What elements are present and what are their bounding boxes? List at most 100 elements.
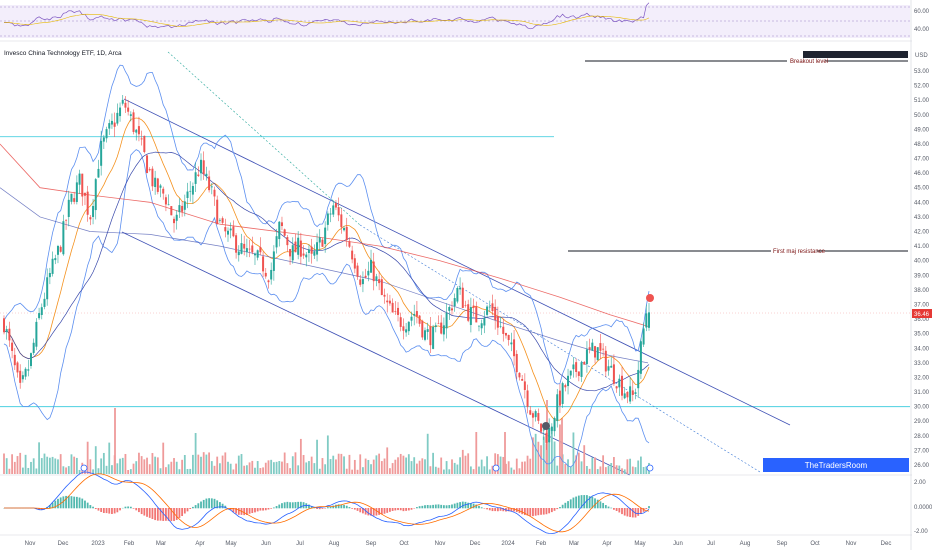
volume-bar [521, 461, 524, 474]
volume-bar [186, 469, 189, 474]
candle [607, 359, 610, 376]
volume-bar [448, 469, 451, 474]
candle [486, 304, 489, 318]
volume-bar [151, 453, 154, 474]
candle [556, 389, 559, 428]
svg-text:36.46: 36.46 [914, 312, 930, 318]
macd-histogram-bar [140, 508, 143, 515]
volume-bar [496, 454, 499, 474]
volume-bar [286, 463, 289, 474]
macd-histogram-bar [316, 508, 318, 509]
macd-histogram-bar [38, 508, 40, 510]
macd-histogram-bar [89, 505, 92, 509]
price-tick-label: 35.00 [914, 332, 930, 338]
macd-histogram-bar [502, 508, 505, 512]
volume-bar [326, 435, 329, 474]
bollinger-lower-line [3, 149, 650, 468]
price-tick-label: 34.00 [914, 346, 930, 352]
candle [475, 301, 478, 323]
candle [491, 294, 494, 316]
rsi-ma-line [3, 13, 650, 27]
time-axis: Nov Dec 2023 Feb Mar Apr May Jun Jul Aug Sep Oct Nov… [25, 541, 892, 547]
candle [421, 319, 424, 340]
macd-histogram-bar [534, 508, 537, 516]
macd-histogram-bar [127, 506, 130, 509]
macd-histogram-bar [84, 500, 86, 509]
event-marker-icon[interactable] [492, 464, 500, 472]
price-tick-label: 42.00 [914, 230, 930, 236]
macd-histogram-bar [416, 507, 418, 509]
candle [324, 221, 327, 253]
candle [372, 252, 375, 291]
candle [248, 239, 251, 258]
volume-bar [613, 457, 615, 474]
macd-histogram-bar [259, 508, 262, 511]
macd-histogram-bar [456, 502, 459, 509]
macd-histogram-bar [297, 501, 300, 509]
time-tick-label: Feb [536, 541, 547, 547]
time-tick-label: Apr [195, 541, 204, 547]
macd-histogram-bar [232, 508, 235, 513]
macd-histogram-bar [194, 505, 197, 509]
volume-bar [243, 465, 246, 474]
macd-histogram-bar [235, 508, 237, 514]
candle [267, 279, 270, 289]
macd-histogram-bar [475, 504, 478, 509]
moving-average-mid-line [3, 151, 650, 392]
volume-bar [451, 459, 453, 474]
candle [326, 211, 329, 231]
volume-bar [27, 467, 30, 474]
candle [86, 185, 89, 222]
candle [567, 368, 570, 395]
price-tick-label: 32.00 [914, 375, 930, 381]
volume-bar [108, 442, 111, 474]
candle [264, 267, 267, 279]
macd-histogram-bar [480, 507, 483, 509]
price-tick-label: 50.00 [914, 113, 930, 119]
event-marker-icon[interactable] [80, 464, 88, 472]
candle [70, 193, 73, 205]
macd-histogram-bar [353, 508, 356, 510]
candle [637, 361, 640, 398]
candle [424, 327, 427, 342]
candle [604, 345, 607, 377]
volume-bar [391, 463, 394, 474]
candle [275, 228, 278, 254]
volume-bar [67, 466, 70, 474]
watermark-badge: TheTradersRoom [763, 458, 909, 472]
rsi-tick-label: 40.00 [914, 27, 930, 33]
candle [337, 197, 340, 222]
candle [418, 315, 421, 327]
candle [399, 312, 402, 332]
candle [127, 99, 130, 116]
volume-bar [586, 466, 588, 474]
volume-bar [183, 454, 186, 474]
volume-bar [626, 459, 629, 474]
volume-bar [40, 458, 43, 474]
candle [173, 216, 176, 233]
macd-histogram-bar [621, 508, 623, 515]
volume-bar [332, 455, 335, 474]
volume-bar [623, 469, 626, 474]
macd-histogram-bar [162, 508, 165, 521]
candle [548, 418, 551, 443]
macd-histogram-bar [610, 507, 613, 509]
candle [89, 215, 92, 226]
volume-bar [634, 467, 637, 474]
price-tick-label: 53.00 [914, 69, 930, 75]
macd-histogram-bar [291, 502, 294, 509]
volume-bar [437, 467, 440, 474]
candle [278, 221, 281, 247]
macd-histogram-bar [437, 504, 440, 509]
volume-bar [281, 461, 283, 474]
volume-bar [442, 469, 445, 474]
volume-bar [567, 459, 569, 474]
price-tick-label: 38.00 [914, 288, 930, 294]
candle [564, 383, 567, 392]
event-marker-icon[interactable] [646, 464, 654, 472]
volume-bar [97, 468, 100, 474]
macd-histogram-bar [362, 508, 364, 514]
time-tick-label: May [634, 541, 645, 547]
volume-bar [310, 456, 313, 474]
